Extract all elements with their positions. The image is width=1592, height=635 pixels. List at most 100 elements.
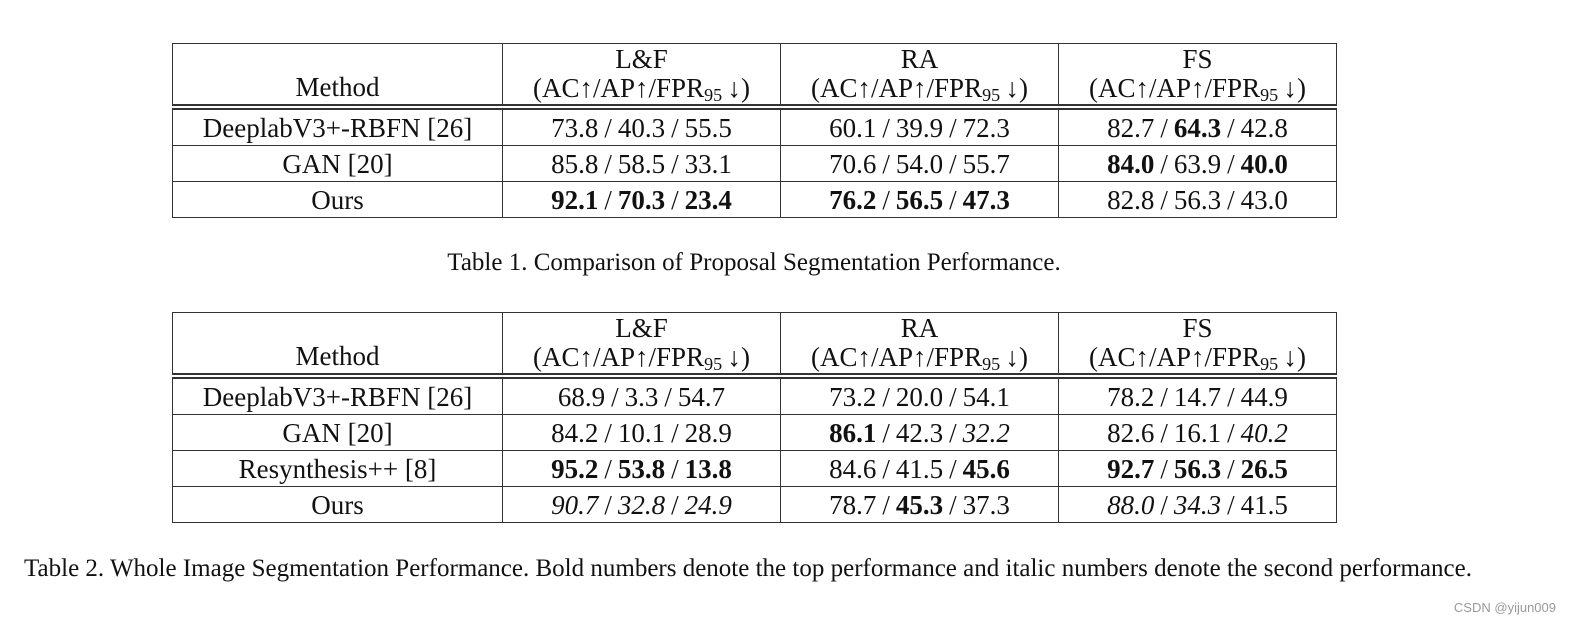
value: 82.6: [1107, 417, 1155, 448]
value: 64.3: [1173, 112, 1222, 143]
value: 82.8: [1107, 184, 1155, 215]
separator: /: [1160, 381, 1168, 412]
metric-sub: 95: [982, 354, 1001, 374]
method-header: Method: [172, 43, 503, 110]
separator: /: [664, 381, 672, 412]
value: 24.9: [684, 489, 732, 520]
separator: /: [882, 417, 890, 448]
value: 40.3: [617, 112, 666, 143]
value: 76.2: [829, 184, 877, 215]
metric: (AC↑/AP↑/FPR95 ↓): [781, 73, 1058, 105]
separator: /: [1160, 489, 1168, 520]
separator: /: [604, 489, 612, 520]
value: 47.3: [962, 184, 1010, 215]
separator: /: [882, 381, 890, 412]
value: 54.0: [895, 148, 944, 179]
row: Resynthesis++ [8] 95.2/53.8/13.8 84.6/41.5…: [172, 450, 1337, 487]
metric-text: (AC↑/AP↑/FPR: [1089, 73, 1261, 103]
value: 88.0: [1107, 489, 1155, 520]
table-caption: Table 1. Comparison of Proposal Segmenta…: [447, 249, 1061, 276]
result-cell: 73.8/40.3/55.5: [502, 106, 781, 146]
value: 90.7: [551, 489, 599, 520]
metric-text: (AC↑/AP↑/FPR: [533, 73, 705, 103]
column-header: FS (AC↑/AP↑/FPR95 ↓): [1058, 43, 1337, 110]
value: 58.5: [617, 148, 666, 179]
separator: /: [949, 453, 957, 484]
separator: /: [1227, 148, 1235, 179]
table-caption: Table 2. Whole Image Segmentation Perfor…: [24, 555, 1472, 582]
result-cell: 95.2/53.8/13.8: [502, 450, 781, 487]
value: 55.7: [962, 148, 1010, 179]
separator: /: [1160, 148, 1168, 179]
value: 63.9: [1173, 148, 1222, 179]
value: 73.2: [829, 381, 877, 412]
value: 84.2: [551, 417, 599, 448]
value: 82.7: [1107, 112, 1155, 143]
separator: /: [671, 453, 679, 484]
metric: (AC↑/AP↑/FPR95 ↓): [1059, 73, 1336, 105]
metric-sub: 95: [704, 85, 723, 105]
value: 78.2: [1107, 381, 1155, 412]
separator: /: [1227, 417, 1235, 448]
dataset-name: RA: [900, 44, 939, 74]
metric-tail: ↓): [727, 342, 750, 372]
value: 70.6: [829, 148, 877, 179]
metric-tail: ↓): [1005, 342, 1028, 372]
value: 42.8: [1240, 112, 1288, 143]
row: Ours 90.7/32.8/24.9 78.7/45.3/37.3 88.0/34.…: [172, 486, 1337, 523]
separator: /: [1227, 381, 1235, 412]
value: 34.3: [1173, 489, 1222, 520]
separator: /: [949, 112, 957, 143]
value: 40.0: [1240, 148, 1288, 179]
separator: /: [604, 148, 612, 179]
value: 44.9: [1240, 381, 1288, 412]
method-name: DeeplabV3+-RBFN [26]: [172, 375, 503, 415]
separator: /: [882, 453, 890, 484]
value: 68.9: [557, 381, 606, 412]
row: DeeplabV3+-RBFN [26] 68.9/3.3/54.7 73.2/20…: [172, 375, 1337, 415]
value: 43.0: [1240, 184, 1288, 215]
metric-text: (AC↑/AP↑/FPR: [811, 73, 983, 103]
separator: /: [949, 417, 957, 448]
result-cell: 82.6/16.1/40.2: [1058, 414, 1337, 451]
value: 40.2: [1240, 417, 1288, 448]
separator: /: [1227, 184, 1235, 215]
value: 28.9: [684, 417, 732, 448]
column-header: L&F (AC↑/AP↑/FPR95 ↓): [502, 43, 781, 110]
separator: /: [1227, 112, 1235, 143]
value: 45.3: [895, 489, 944, 520]
value: 92.1: [551, 184, 599, 215]
value: 53.8: [617, 453, 666, 484]
method-name: GAN [20]: [172, 145, 503, 182]
value: 13.8: [684, 453, 732, 484]
header-row: Method L&F (AC↑/AP↑/FPR95 ↓) RA (AC↑/AP↑/FPR…: [172, 312, 1337, 379]
separator: /: [611, 381, 619, 412]
separator: /: [671, 417, 679, 448]
separator: /: [671, 148, 679, 179]
metric-sub: 95: [704, 354, 723, 374]
result-cell: 84.2/10.1/28.9: [502, 414, 781, 451]
result-cell: 84.0/63.9/40.0: [1058, 145, 1337, 182]
dataset-name: L&F: [615, 44, 668, 74]
column-header: RA (AC↑/AP↑/FPR95 ↓): [780, 43, 1059, 110]
value: 23.4: [684, 184, 732, 215]
value: 3.3: [624, 381, 659, 412]
result-cell: 84.6/41.5/45.6: [780, 450, 1059, 487]
separator: /: [882, 489, 890, 520]
value: 26.5: [1240, 453, 1288, 484]
value: 70.3: [617, 184, 666, 215]
row: GAN [20] 85.8/58.5/33.1 70.6/54.0/55.7 84.0…: [172, 145, 1337, 182]
header-row: Method L&F (AC↑/AP↑/FPR95 ↓) RA (AC↑/AP↑/FPR…: [172, 43, 1337, 110]
metric-tail: ↓): [1283, 73, 1306, 103]
value: 73.8: [551, 112, 599, 143]
result-cell: 78.2/14.7/44.9: [1058, 375, 1337, 415]
metric-tail: ↓): [1005, 73, 1028, 103]
separator: /: [1160, 417, 1168, 448]
value: 60.1: [829, 112, 877, 143]
column-header: L&F (AC↑/AP↑/FPR95 ↓): [502, 312, 781, 379]
result-cell: 88.0/34.3/41.5: [1058, 486, 1337, 523]
separator: /: [882, 184, 890, 215]
value: 84.0: [1107, 148, 1155, 179]
value: 32.8: [617, 489, 666, 520]
